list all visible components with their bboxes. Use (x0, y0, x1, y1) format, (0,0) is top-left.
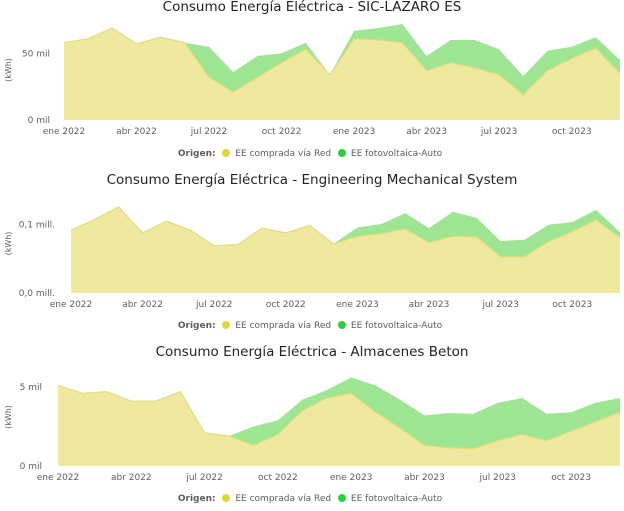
legend-dot-red (222, 494, 231, 502)
chart-legend: Origen: EE comprada vía Red EE fotovolta… (0, 149, 624, 159)
area-ee-comprada-red (64, 28, 620, 120)
x-tick-label: abr 2023 (406, 127, 447, 137)
chart-almacenes-beton: Consumo Energía Eléctrica - Almacenes Be… (0, 344, 624, 511)
area-ee-fotovoltaica (58, 377, 620, 449)
x-tick-label: oct 2023 (552, 300, 592, 310)
x-tick-label: jul 2023 (480, 127, 517, 137)
y-tick-label: 50 mil (22, 49, 50, 59)
y-axis-label: (kWh) (4, 232, 13, 256)
x-tick-label: ene 2022 (37, 473, 80, 483)
y-tick-label: 0 mil (28, 116, 50, 126)
x-tick-label: jul 2022 (185, 473, 222, 483)
y-axis-label: (kWh) (4, 58, 13, 82)
x-tick-label: oct 2022 (258, 473, 298, 483)
area-ee-comprada-red (71, 207, 620, 293)
y-tick-label: 0 mil (20, 462, 42, 472)
x-tick-label: oct 2023 (551, 473, 591, 483)
y-axis-label: (kWh) (4, 405, 13, 429)
legend-dot-solar (338, 321, 347, 329)
x-tick-label: abr 2022 (111, 473, 152, 483)
line-ee-comprada-red (57, 384, 621, 450)
y-tick-label: 5 mil (20, 383, 42, 393)
chart-plot: 0 mil 5 mil (kWh) ene 2022 abr 2022 jul 2022 o… (4, 377, 621, 483)
legend-item-red: EE comprada vía Red (235, 149, 332, 159)
x-tick-label: jul 2023 (479, 473, 516, 483)
x-tick-label: abr 2022 (122, 300, 163, 310)
x-tick-label: ene 2023 (336, 300, 379, 310)
x-tick-label: oct 2022 (266, 300, 306, 310)
chart-legend: Origen: EE comprada vía Red EE fotovolta… (0, 321, 624, 331)
x-tick-label: ene 2023 (330, 473, 373, 483)
x-tick-label: oct 2023 (552, 127, 592, 137)
chart-sic-lazaro: Consumo Energía Eléctrica - SIC-LAZARO E… (0, 0, 624, 168)
legend-dot-red (222, 321, 231, 329)
line-ee-comprada-red (70, 206, 621, 258)
x-tick-label: ene 2022 (43, 127, 86, 137)
legend-item-solar: EE fotovoltaica-Auto (350, 321, 443, 331)
x-tick-label: jul 2022 (190, 127, 227, 137)
x-tick-label: abr 2023 (409, 300, 450, 310)
legend-title: Origen: (177, 149, 216, 159)
x-tick-label: oct 2022 (262, 127, 302, 137)
legend-title: Origen: (177, 494, 216, 504)
y-tick-label: 0,1 mill. (19, 221, 55, 231)
x-tick-label: abr 2023 (404, 473, 445, 483)
line-ee-comprada-red (63, 27, 621, 96)
legend-dot-solar (338, 149, 347, 157)
chart-plot: 0,0 mill. 0,1 mill. (kWh) ene 2022 abr 2022 j… (4, 206, 621, 310)
x-tick-label: jul 2023 (481, 300, 518, 310)
chart-legend: Origen: EE comprada vía Red EE fotovolta… (0, 494, 624, 504)
chart-title: Consumo Energía Eléctrica - SIC-LAZARO E… (162, 0, 462, 15)
x-tick-label: jul 2022 (195, 300, 232, 310)
chart-title: Consumo Energía Eléctrica - Almacenes Be… (155, 344, 469, 360)
x-tick-label: ene 2022 (50, 300, 93, 310)
legend-dot-solar (338, 494, 347, 502)
chart-title: Consumo Energía Eléctrica - Engineering … (106, 172, 518, 188)
legend-item-red: EE comprada vía Red (235, 321, 332, 331)
y-tick-label: 0,0 mill. (19, 289, 55, 299)
area-ee-comprada-red (58, 385, 620, 466)
x-tick-label: abr 2022 (116, 127, 157, 137)
x-tick-label: ene 2023 (333, 127, 376, 137)
legend-title: Origen: (177, 321, 216, 331)
legend-item-red: EE comprada vía Red (235, 494, 332, 504)
legend-item-solar: EE fotovoltaica-Auto (350, 494, 443, 504)
legend-dot-red (222, 149, 231, 157)
chart-engineering-mechanical: Consumo Energía Eléctrica - Engineering … (0, 172, 624, 340)
legend-item-solar: EE fotovoltaica-Auto (350, 149, 443, 159)
chart-plot: 0 mil 50 mil (kWh) ene 2022 abr 2022 jul 2022… (4, 24, 621, 137)
